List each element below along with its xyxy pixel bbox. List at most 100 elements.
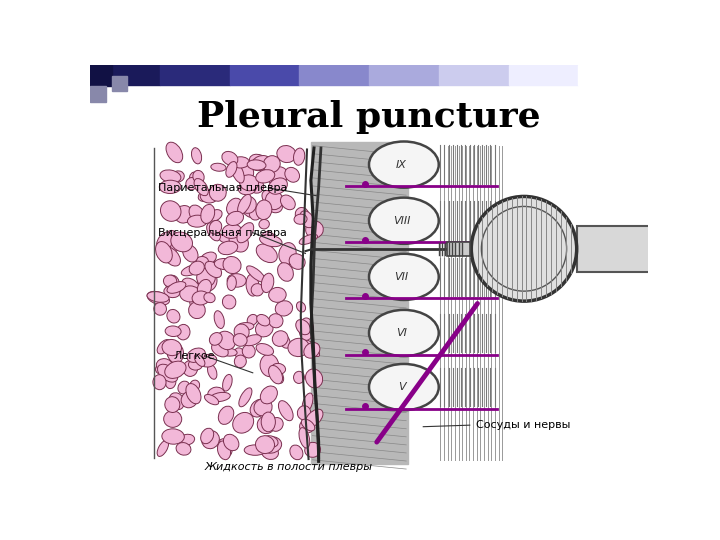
Ellipse shape (222, 295, 236, 309)
Ellipse shape (472, 197, 577, 301)
Ellipse shape (204, 394, 219, 405)
Ellipse shape (275, 301, 292, 316)
Ellipse shape (302, 419, 315, 431)
Ellipse shape (223, 434, 239, 451)
Ellipse shape (295, 207, 309, 221)
Ellipse shape (189, 287, 205, 309)
Ellipse shape (200, 190, 217, 203)
Ellipse shape (256, 436, 274, 454)
Ellipse shape (259, 219, 269, 229)
Bar (369, 65, 438, 85)
Ellipse shape (210, 220, 222, 234)
Ellipse shape (297, 406, 310, 420)
Ellipse shape (238, 194, 251, 214)
Ellipse shape (294, 372, 305, 383)
Ellipse shape (278, 262, 293, 281)
Ellipse shape (156, 359, 172, 372)
Ellipse shape (294, 148, 305, 165)
Ellipse shape (220, 230, 241, 242)
Ellipse shape (238, 183, 256, 195)
Ellipse shape (153, 375, 166, 390)
Ellipse shape (156, 365, 165, 374)
Ellipse shape (264, 436, 278, 447)
Ellipse shape (212, 343, 228, 357)
Ellipse shape (207, 387, 225, 402)
Ellipse shape (369, 364, 438, 410)
Ellipse shape (164, 286, 180, 298)
Ellipse shape (297, 302, 305, 312)
Ellipse shape (189, 380, 199, 391)
Ellipse shape (162, 247, 181, 266)
Ellipse shape (251, 284, 264, 296)
Ellipse shape (222, 151, 238, 165)
Ellipse shape (233, 413, 253, 433)
Ellipse shape (182, 278, 199, 293)
Ellipse shape (285, 167, 300, 182)
Ellipse shape (215, 259, 235, 269)
Ellipse shape (289, 254, 305, 269)
Ellipse shape (299, 428, 310, 448)
Ellipse shape (203, 255, 215, 267)
Ellipse shape (227, 274, 246, 287)
Ellipse shape (260, 235, 282, 247)
Ellipse shape (217, 441, 230, 460)
Ellipse shape (238, 322, 254, 330)
Ellipse shape (176, 325, 190, 340)
Ellipse shape (214, 310, 225, 328)
Ellipse shape (165, 397, 180, 413)
Bar (300, 65, 369, 85)
Ellipse shape (246, 274, 258, 296)
Ellipse shape (305, 409, 323, 427)
Ellipse shape (189, 359, 202, 370)
Ellipse shape (165, 326, 181, 336)
Ellipse shape (202, 431, 220, 449)
Ellipse shape (251, 180, 264, 193)
Ellipse shape (234, 355, 246, 368)
Ellipse shape (156, 241, 172, 263)
Ellipse shape (165, 231, 180, 252)
Ellipse shape (192, 148, 202, 164)
Bar (577, 226, 664, 272)
Ellipse shape (261, 386, 277, 404)
Ellipse shape (261, 445, 279, 460)
Ellipse shape (247, 266, 265, 282)
Ellipse shape (199, 252, 217, 266)
Ellipse shape (240, 197, 256, 213)
Ellipse shape (162, 429, 184, 444)
Ellipse shape (234, 324, 249, 340)
Ellipse shape (165, 361, 186, 379)
Ellipse shape (272, 368, 284, 383)
Ellipse shape (175, 206, 193, 223)
Ellipse shape (243, 335, 261, 346)
Ellipse shape (218, 241, 238, 255)
Ellipse shape (305, 442, 320, 457)
Ellipse shape (302, 393, 313, 413)
Bar (508, 65, 578, 85)
Ellipse shape (262, 232, 276, 245)
Text: VII: VII (395, 272, 409, 282)
Ellipse shape (299, 318, 314, 340)
Ellipse shape (240, 175, 258, 191)
Bar (160, 65, 230, 85)
Ellipse shape (208, 210, 222, 221)
Ellipse shape (218, 406, 234, 424)
Text: V: V (397, 382, 405, 392)
Ellipse shape (207, 364, 217, 379)
Ellipse shape (300, 211, 314, 228)
Ellipse shape (226, 211, 243, 226)
Ellipse shape (243, 345, 256, 358)
Ellipse shape (279, 334, 290, 348)
Ellipse shape (158, 364, 178, 382)
Ellipse shape (264, 156, 280, 173)
Ellipse shape (193, 171, 204, 183)
Ellipse shape (157, 440, 168, 456)
Ellipse shape (220, 348, 237, 356)
Ellipse shape (160, 170, 181, 183)
Text: IX: IX (396, 160, 407, 170)
Ellipse shape (165, 275, 179, 291)
Ellipse shape (223, 256, 241, 274)
Ellipse shape (279, 242, 296, 265)
Ellipse shape (189, 302, 205, 319)
Ellipse shape (237, 222, 253, 243)
Ellipse shape (210, 393, 230, 402)
